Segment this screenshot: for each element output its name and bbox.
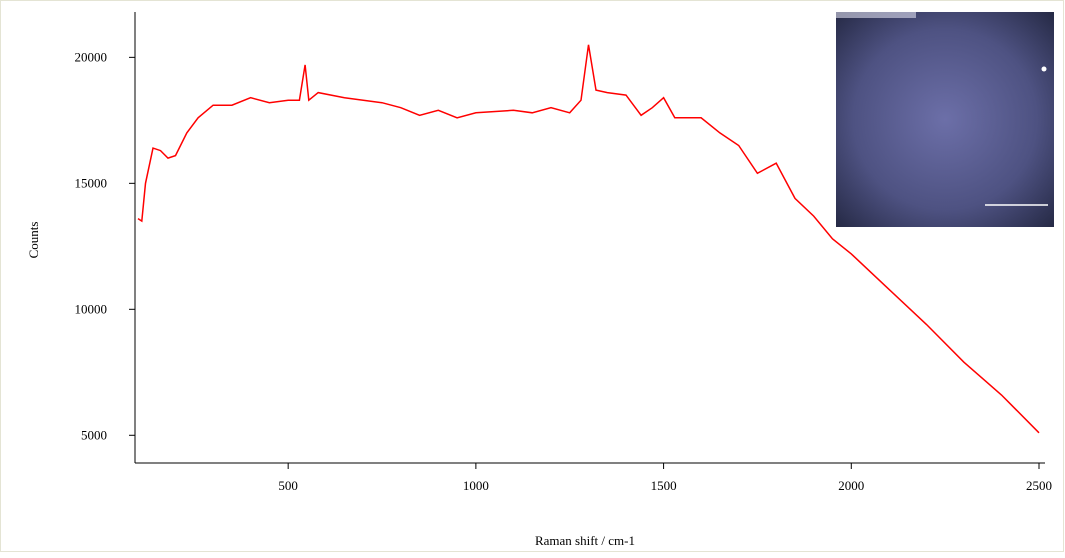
data-line	[137, 44, 1040, 434]
x-tick-label: 500	[278, 478, 298, 493]
x-tick-label: 2000	[838, 478, 864, 493]
y-axis-label: Counts	[26, 222, 41, 259]
x-tick-label: 2500	[1026, 478, 1052, 493]
y-tick-label: 5000	[81, 427, 107, 442]
y-tick-label: 15000	[75, 175, 108, 190]
y-tick-label: 20000	[75, 49, 108, 64]
inset-photo	[836, 12, 1054, 227]
x-tick-label: 1000	[463, 478, 489, 493]
x-tick-label: 1500	[651, 478, 677, 493]
y-tick-label: 10000	[75, 301, 108, 316]
x-axis-label: Raman shift / cm-1	[535, 533, 635, 548]
